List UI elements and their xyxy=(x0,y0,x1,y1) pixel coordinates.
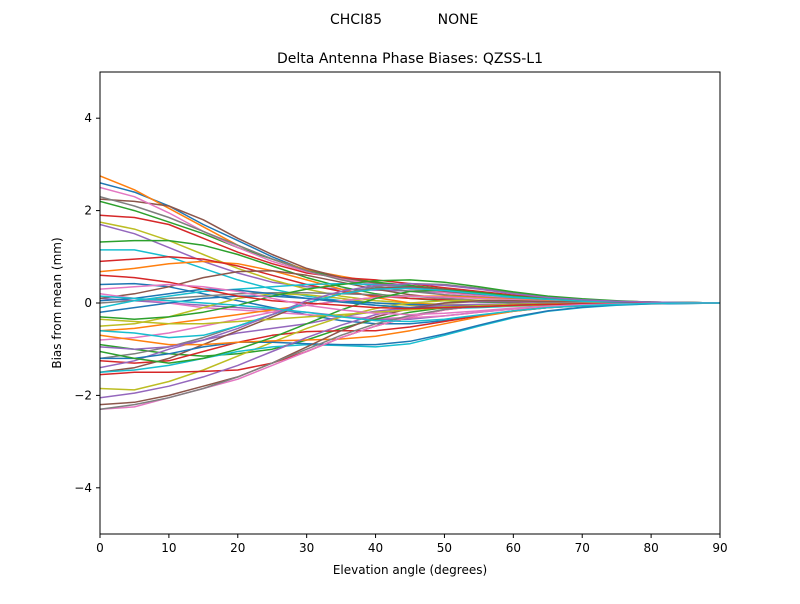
x-tick-label: 40 xyxy=(368,541,383,555)
series-line-44 xyxy=(100,282,720,350)
series-group xyxy=(100,175,720,411)
x-tick-label: 10 xyxy=(161,541,176,555)
x-tick-label: 80 xyxy=(643,541,658,555)
y-axis-label: Bias from mean (mm) xyxy=(50,237,64,368)
y-tick-label: 2 xyxy=(84,204,92,218)
x-tick-label: 0 xyxy=(96,541,104,555)
x-tick-label: 20 xyxy=(230,541,245,555)
x-tick-label: 60 xyxy=(506,541,521,555)
x-tick-label: 70 xyxy=(575,541,590,555)
y-tick-label: −4 xyxy=(74,481,92,495)
suptitle-radome: NONE xyxy=(438,12,479,28)
x-tick-label: 50 xyxy=(437,541,452,555)
chart-title: Delta Antenna Phase Biases: QZSS-L1 xyxy=(277,51,543,67)
y-tick-label: 4 xyxy=(84,111,92,125)
x-tick-label: 90 xyxy=(712,541,727,555)
y-tick-label: 0 xyxy=(84,296,92,310)
x-tick-label: 30 xyxy=(299,541,314,555)
series-line-46 xyxy=(100,295,720,323)
y-tick-label: −2 xyxy=(74,388,92,402)
series-line-40 xyxy=(100,287,720,339)
axis-ticks: 0 10 20 30 40 50 60 70 80 90 −4 −2 0 2 4 xyxy=(74,111,727,555)
suptitle-station: CHCI85 xyxy=(330,12,382,28)
x-axis-label: Elevation angle (degrees) xyxy=(333,563,487,577)
